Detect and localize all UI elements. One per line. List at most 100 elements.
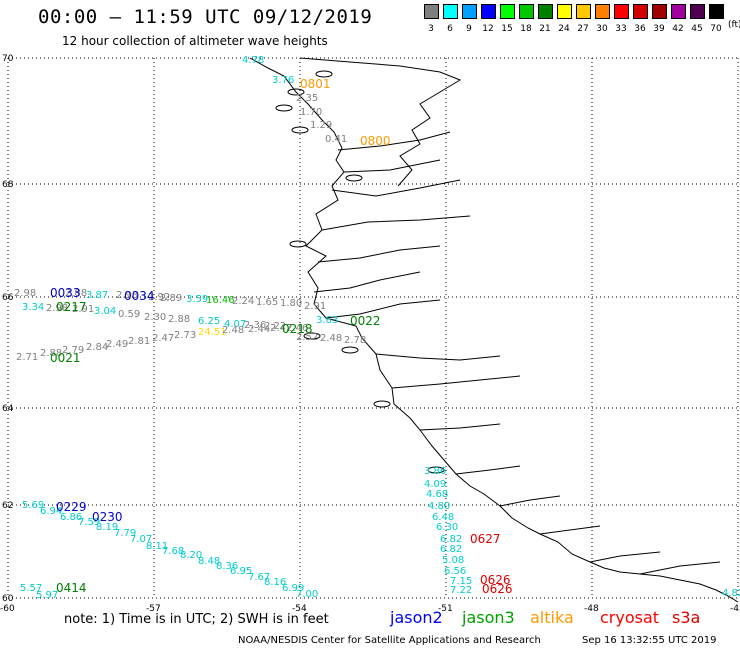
fjord-outline xyxy=(589,551,661,563)
scale-label: 33 xyxy=(615,24,627,34)
scale-label: 15 xyxy=(501,24,513,34)
scale-label: 6 xyxy=(447,24,453,34)
island-outline xyxy=(427,466,445,474)
wave-height-reading: 1.70 xyxy=(300,107,322,118)
scale-swatch xyxy=(671,4,686,19)
wave-height-reading: 7.59 xyxy=(78,517,100,528)
scale-swatch xyxy=(576,4,591,19)
wave-height-reading: 2.36 xyxy=(244,320,266,331)
wave-height-reading: 4.78 xyxy=(242,55,264,66)
fjord-outline xyxy=(325,299,441,319)
latitude-label: 70 xyxy=(2,54,14,64)
fjord-outline xyxy=(331,179,461,197)
wave-height-reading: 6.95 xyxy=(230,566,252,577)
wave-height-reading: 4.68 xyxy=(426,489,448,500)
scale-label: 36 xyxy=(634,24,646,34)
wave-height-reading: 2.88 xyxy=(40,348,62,359)
scale-swatch xyxy=(500,4,515,19)
wave-height-reading: 2.78 xyxy=(344,335,366,346)
legend-item-s3a: s3a xyxy=(672,608,701,627)
island-outline xyxy=(291,126,309,134)
scale-label: 70 xyxy=(710,24,722,34)
wave-height-reading: 8.20 xyxy=(180,550,202,561)
wave-height-reading: 7.79 xyxy=(114,528,136,539)
longitude-label: -54 xyxy=(292,604,307,614)
scale-label: 24 xyxy=(558,24,570,34)
fjord-outline xyxy=(539,525,601,535)
scale-swatch xyxy=(690,4,705,19)
pass-time-label: 0626 xyxy=(482,582,513,596)
fjord-outline xyxy=(375,353,501,361)
island-outline xyxy=(345,174,363,182)
wave-height-reading: 3.59 xyxy=(186,294,208,305)
latitude-label: 62 xyxy=(2,501,13,511)
wave-height-reading: 2.73 xyxy=(174,330,196,341)
wave-height-reading: 2.84 xyxy=(86,342,108,353)
wave-height-reading: 2.93 xyxy=(116,290,138,301)
wave-height-reading: 2.81 xyxy=(128,336,150,347)
fjord-outline xyxy=(391,375,521,389)
island-outline xyxy=(289,240,307,248)
scale-swatch xyxy=(481,4,496,19)
pass-time-label: 0034 xyxy=(124,289,155,303)
wave-height-reading: 2.47 xyxy=(152,333,174,344)
latitude-label: 64 xyxy=(2,404,14,414)
wave-height-reading: 6.30 xyxy=(436,522,458,533)
longitude-label: -48 xyxy=(584,604,599,614)
wave-height-reading: 7.22 xyxy=(450,585,472,596)
wave-height-reading: 2.91 xyxy=(304,301,326,312)
wave-height-reading: 16.46 xyxy=(206,295,235,306)
island-outline xyxy=(373,400,391,408)
island-outline xyxy=(275,104,293,112)
legend-item-jason3: jason3 xyxy=(462,608,515,627)
pass-time-label: 0627 xyxy=(470,532,501,546)
fjord-outline xyxy=(321,215,471,231)
pass-time-label: 0230 xyxy=(92,510,123,524)
fjord-outline xyxy=(419,423,501,431)
scale-swatch xyxy=(595,4,610,19)
scale-unit: (ft) xyxy=(728,20,740,30)
pass-time-label: 0229 xyxy=(56,500,87,514)
wave-height-reading: 3.86 xyxy=(424,466,446,477)
scale-swatch xyxy=(462,4,477,19)
wave-height-reading: 2.49 xyxy=(106,339,128,350)
fjord-outline xyxy=(455,465,521,475)
fjord-outline xyxy=(499,495,561,507)
wave-height-reading: 5.97 xyxy=(36,590,58,601)
wave-height-reading: 8.36 xyxy=(216,561,238,572)
wave-height-reading: 2.22 xyxy=(264,321,286,332)
scale-label: 3 xyxy=(428,24,434,34)
longitude-label: -57 xyxy=(146,604,161,614)
wave-height-reading: 2.46 xyxy=(286,323,308,334)
map-title: 00:00 – 11:59 UTC 09/12/2019 xyxy=(38,6,373,28)
wave-height-reading: 3.76 xyxy=(272,75,294,86)
axis-labels: 70 68 66 64 62 60-60 -57 -54 -51 -48 -45 xyxy=(0,54,740,614)
wave-height-reading: 2.98 xyxy=(14,288,36,299)
wave-height-reading: 4.80 xyxy=(428,501,450,512)
scale-swatch xyxy=(538,4,553,19)
wave-height-reading: 6.82 xyxy=(440,544,462,555)
wave-height-reading: 5.57 xyxy=(20,583,42,594)
scale-label: 42 xyxy=(672,24,684,34)
pass-time-label: 0033 xyxy=(50,286,81,300)
pass-time-label: 0021 xyxy=(50,351,81,365)
pass-time-label: 0414 xyxy=(56,581,87,595)
island-outline xyxy=(315,70,333,78)
wave-height-reading: 7.67 xyxy=(248,572,270,583)
scale-swatch xyxy=(652,4,667,19)
wave-height-reading: 2.24 xyxy=(232,296,254,307)
map-subtitle: 12 hour collection of altimeter wave hei… xyxy=(62,34,328,48)
fjord-outline xyxy=(343,159,441,173)
wave-height-reading: 2.91 xyxy=(72,304,94,315)
wave-height-reading: 6.94 xyxy=(40,506,62,517)
longitude-label: -60 xyxy=(0,604,15,614)
footer-note: note: 1) Time is in UTC; 2) SWH is in fe… xyxy=(64,612,329,627)
pass-time-label: 0626 xyxy=(480,573,511,587)
coastline-main xyxy=(249,57,739,603)
wave-height-reading: 1.80 xyxy=(280,298,302,309)
wave-height-reading: 2.48 xyxy=(320,333,342,344)
wave-height-reading: 2.98 xyxy=(46,303,68,314)
scale-swatch xyxy=(614,4,629,19)
wave-height-reading: 4.09 xyxy=(424,479,446,490)
